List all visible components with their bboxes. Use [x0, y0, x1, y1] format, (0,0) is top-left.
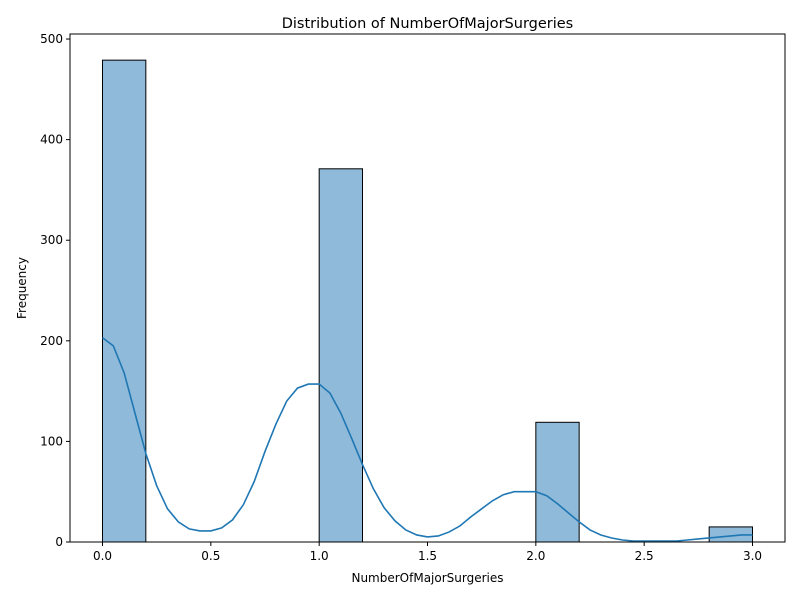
y-tick-label: 500	[40, 32, 63, 46]
x-tick-label: 2.5	[635, 549, 654, 563]
y-tick-label: 0	[55, 535, 63, 549]
x-tick-label: 2.0	[526, 549, 545, 563]
kde-curve	[102, 337, 753, 542]
x-tick-label: 1.5	[418, 549, 437, 563]
y-tick-label: 300	[40, 233, 63, 247]
bars-layer	[102, 59, 754, 543]
x-tick-label: 1.0	[310, 549, 329, 563]
histogram-bar-0	[102, 59, 147, 543]
y-tick-label: 200	[40, 334, 63, 348]
chart-title: Distribution of NumberOfMajorSurgeries	[282, 16, 574, 32]
histogram-bar-2	[535, 421, 580, 543]
x-tick-label: 0.0	[93, 549, 112, 563]
x-axis-label: NumberOfMajorSurgeries	[351, 571, 503, 585]
x-axis-ticks: 0.0 0.5 1.0 1.5 2.0 2.5 3.0	[93, 542, 762, 563]
kde-layer	[102, 337, 753, 542]
x-tick-label: 0.5	[201, 549, 220, 563]
x-tick-label: 3.0	[743, 549, 762, 563]
y-tick-label: 100	[40, 434, 63, 448]
y-axis-ticks: 0 100 200 300 400 500	[40, 32, 70, 549]
y-tick-label: 400	[40, 133, 63, 147]
histogram-bar-1	[318, 168, 363, 543]
y-axis-label: Frequency	[15, 257, 29, 319]
